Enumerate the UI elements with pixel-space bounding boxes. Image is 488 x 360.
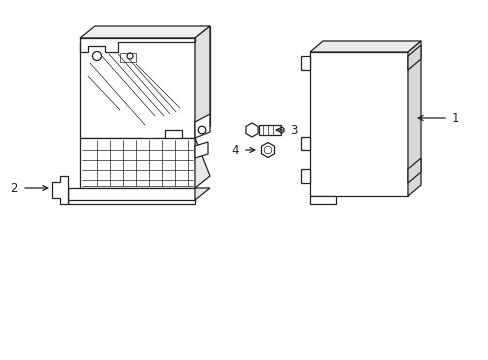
Text: 1: 1 [451,112,459,125]
Polygon shape [407,41,420,196]
Polygon shape [195,188,209,200]
Polygon shape [52,176,68,204]
Polygon shape [195,138,209,188]
Text: 2: 2 [10,181,18,194]
Polygon shape [195,114,209,138]
Polygon shape [195,26,209,138]
Polygon shape [301,56,309,70]
Polygon shape [301,169,309,183]
Text: 3: 3 [289,123,297,136]
Polygon shape [261,143,274,158]
Polygon shape [80,26,209,38]
Text: 4: 4 [231,144,239,157]
Polygon shape [195,142,207,158]
Polygon shape [309,196,335,204]
Polygon shape [80,42,195,144]
Polygon shape [68,188,195,200]
Bar [120,53,136,62]
Circle shape [127,53,133,59]
Polygon shape [407,158,420,183]
Polygon shape [281,126,284,134]
Polygon shape [245,123,258,137]
Circle shape [198,126,205,134]
Polygon shape [259,125,281,135]
Polygon shape [301,137,309,150]
Polygon shape [309,41,420,52]
Bar [309,52,407,196]
Polygon shape [80,138,195,188]
Polygon shape [407,45,420,70]
Circle shape [92,51,102,60]
